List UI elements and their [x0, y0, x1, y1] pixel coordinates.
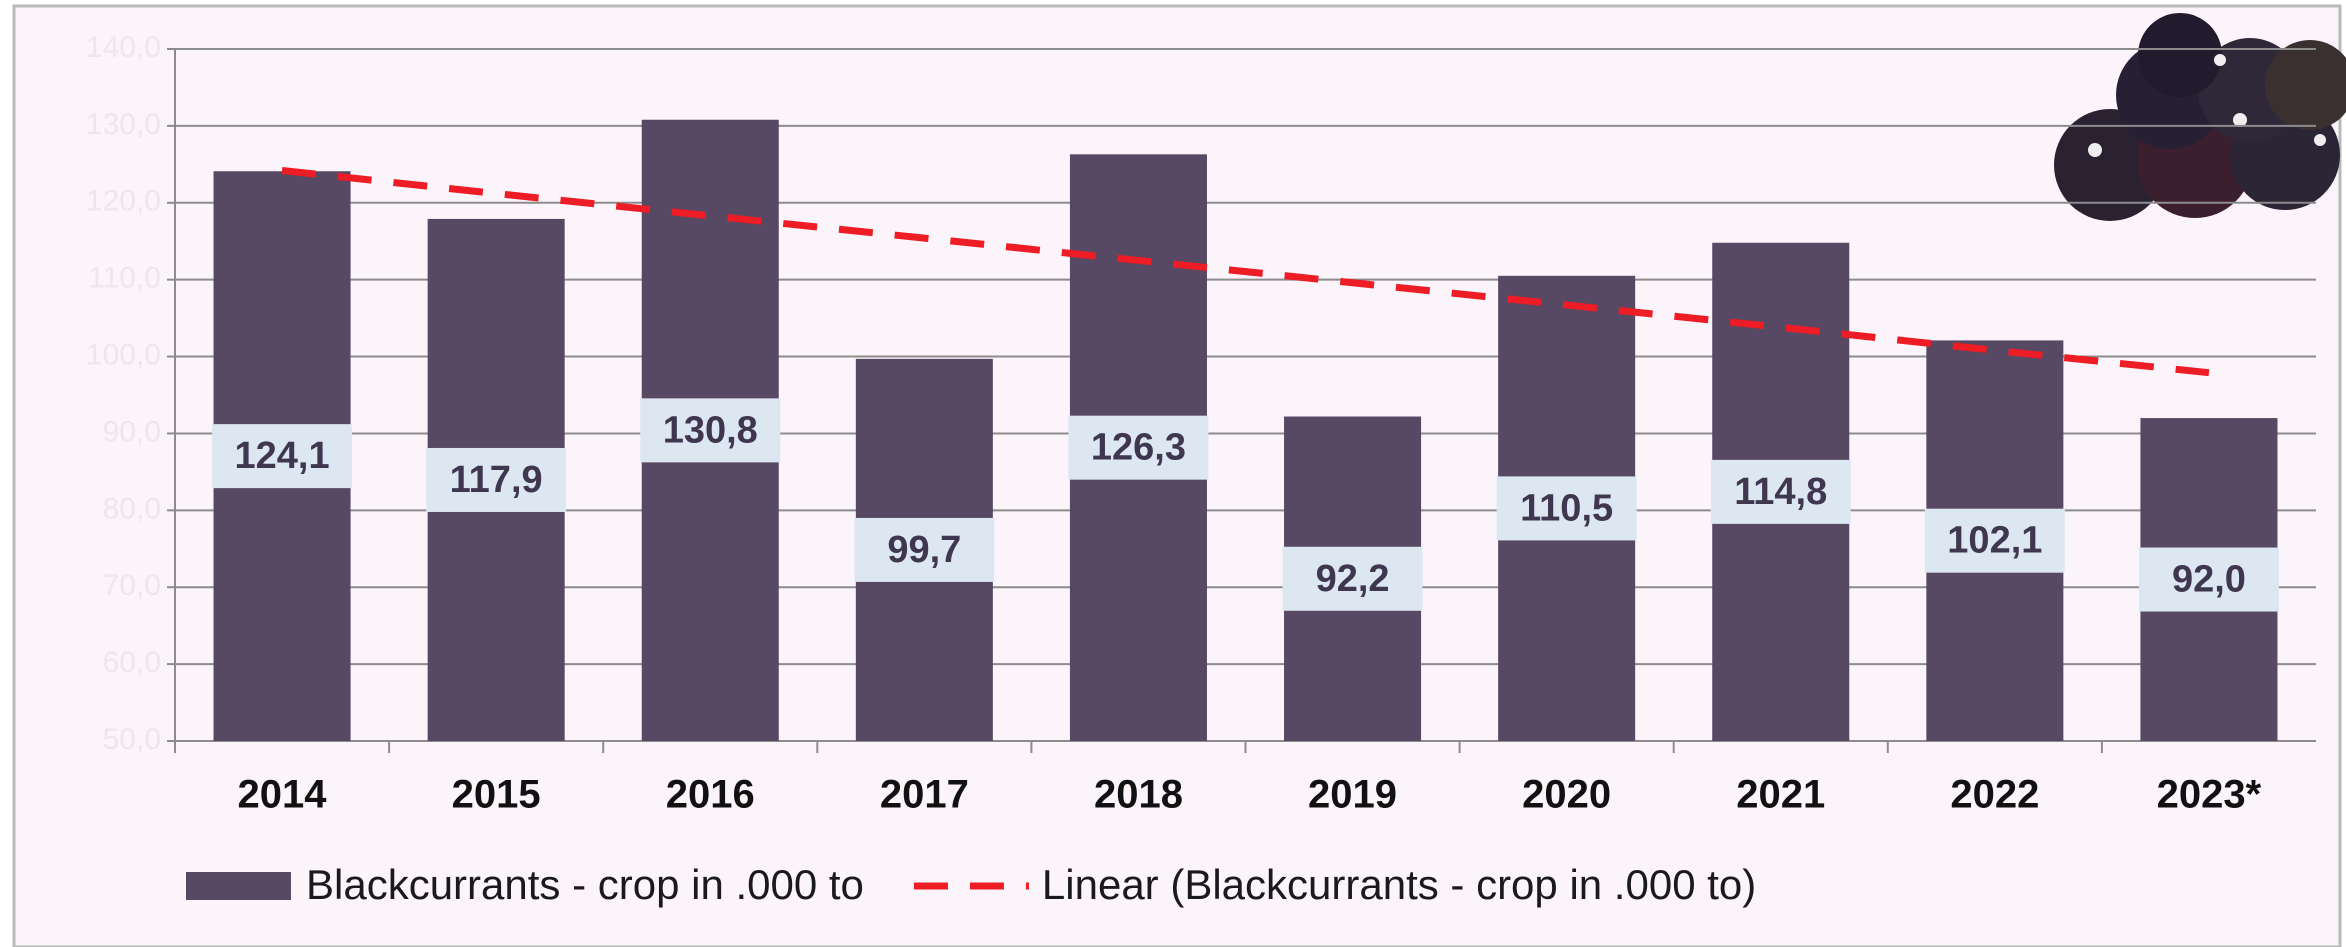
y-tick-label: 90,0 — [103, 415, 161, 448]
data-label-box — [426, 447, 567, 512]
data-label-box — [1496, 476, 1637, 541]
data-label: 124,1 — [235, 435, 330, 477]
data-label-box — [1710, 459, 1851, 524]
data-label: 110,5 — [1520, 487, 1613, 529]
data-label-box — [1068, 415, 1209, 480]
y-tick-label: 80,0 — [103, 492, 161, 525]
x-tick-label: 2020 — [1522, 773, 1611, 817]
x-tick-label: 2021 — [1736, 773, 1825, 817]
data-label-box — [2138, 547, 2279, 612]
y-tick-label: 130,0 — [86, 108, 161, 141]
x-tick-label: 2015 — [452, 773, 541, 817]
y-tick-label: 70,0 — [103, 569, 161, 602]
y-tick-label: 50,0 — [103, 723, 161, 756]
data-label: 126,3 — [1091, 427, 1186, 469]
data-label: 102,1 — [1947, 520, 2042, 562]
data-label: 117,9 — [450, 459, 543, 501]
data-label: 114,8 — [1734, 471, 1827, 513]
data-label-box — [640, 398, 781, 463]
data-label: 92,2 — [1316, 558, 1390, 600]
x-tick-label: 2016 — [666, 773, 755, 817]
berries-picture — [2054, 13, 2346, 221]
data-label-box — [212, 424, 353, 489]
data-label-box — [1924, 508, 2065, 573]
legend-swatch — [186, 872, 291, 900]
y-tick-label: 110,0 — [88, 262, 161, 295]
x-tick-label: 2022 — [1950, 773, 2039, 817]
x-tick-label: 2014 — [238, 773, 328, 817]
data-label-box — [854, 517, 995, 582]
x-tick-label: 2017 — [880, 773, 969, 817]
y-tick-label: 60,0 — [103, 646, 161, 679]
legend-label: Blackcurrants - crop in .000 to — [306, 861, 864, 908]
data-label: 130,8 — [663, 409, 758, 451]
x-tick-label: 2023* — [2157, 773, 2262, 817]
data-label-box — [1282, 546, 1423, 611]
trend-line — [281, 167, 2210, 377]
y-tick-label: 120,0 — [86, 185, 161, 218]
legend-label: Linear (Blackcurrants - crop in .000 to) — [1042, 861, 1756, 908]
x-tick-label: 2019 — [1308, 773, 1397, 817]
data-label: 99,7 — [887, 529, 961, 571]
data-label: 92,0 — [2172, 559, 2246, 601]
x-tick-label: 2018 — [1094, 773, 1183, 817]
y-tick-label: 140,0 — [86, 31, 161, 64]
y-tick-label: 100,0 — [86, 338, 161, 371]
